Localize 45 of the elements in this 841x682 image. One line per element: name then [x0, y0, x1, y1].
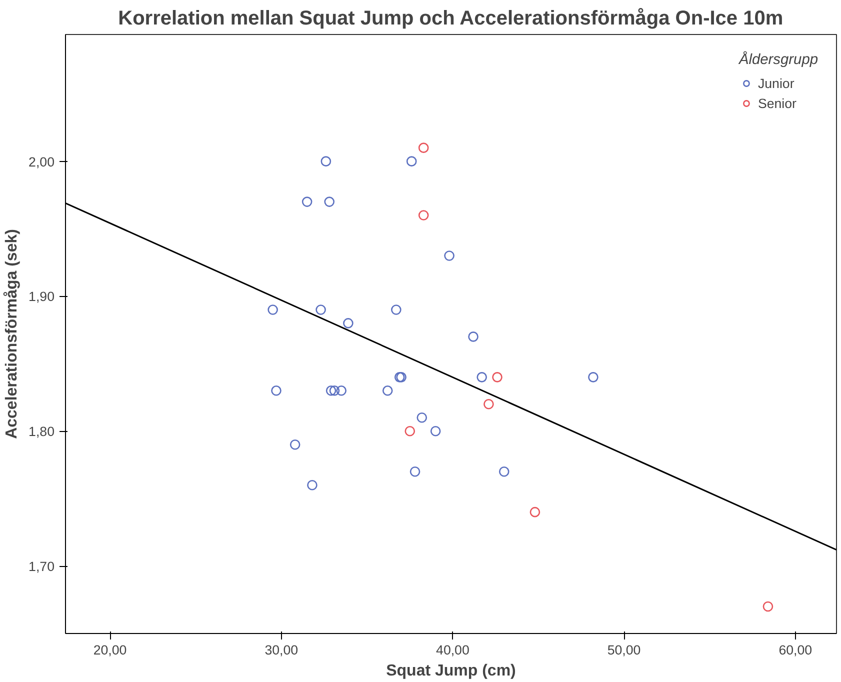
point	[418, 142, 429, 153]
point	[492, 372, 502, 382]
point	[530, 506, 540, 518]
point	[416, 412, 428, 423]
legend-label: Senior	[758, 96, 796, 110]
point	[382, 386, 393, 396]
point	[484, 399, 494, 410]
point	[326, 386, 336, 396]
legend-label: Junior	[758, 76, 794, 90]
y-tick-label: 1,90	[28, 289, 55, 304]
point	[468, 332, 478, 342]
point	[418, 210, 429, 220]
y-tick-label: 2,00	[28, 154, 55, 170]
point	[290, 439, 300, 450]
point	[320, 156, 332, 166]
point	[343, 318, 354, 328]
point	[329, 386, 340, 396]
x-tick-label: 40,00	[436, 642, 470, 658]
y-tick-label: 1,80	[28, 424, 55, 440]
point	[271, 386, 282, 396]
x-tick-label: 30,00	[264, 642, 298, 658]
x-tick-label: 60,00	[778, 642, 812, 658]
point	[316, 304, 326, 315]
point	[391, 304, 402, 315]
point	[268, 304, 278, 315]
y-axis-title: Accelerationsförmåga (sek)	[2, 229, 21, 439]
chart-title: Korrelation mellan Squat Jump och Accelerationsförmåga On-Ice 10m	[118, 8, 784, 30]
point	[430, 426, 441, 436]
point	[404, 426, 416, 436]
point	[307, 480, 318, 490]
y-tick-label: 1,70	[28, 559, 55, 574]
point	[336, 386, 346, 396]
point	[302, 196, 312, 207]
x-tick-label: 20,00	[93, 642, 127, 658]
point	[444, 250, 454, 261]
point	[410, 466, 420, 477]
point	[406, 156, 417, 166]
point	[588, 372, 598, 382]
legend-title: Åldersgrupp	[738, 52, 818, 68]
point	[324, 196, 335, 207]
x-tick-label: 50,00	[607, 642, 641, 658]
point	[498, 466, 510, 477]
point	[476, 372, 487, 382]
point	[762, 601, 774, 612]
x-axis-title: Squat Jump (cm)	[386, 662, 516, 680]
